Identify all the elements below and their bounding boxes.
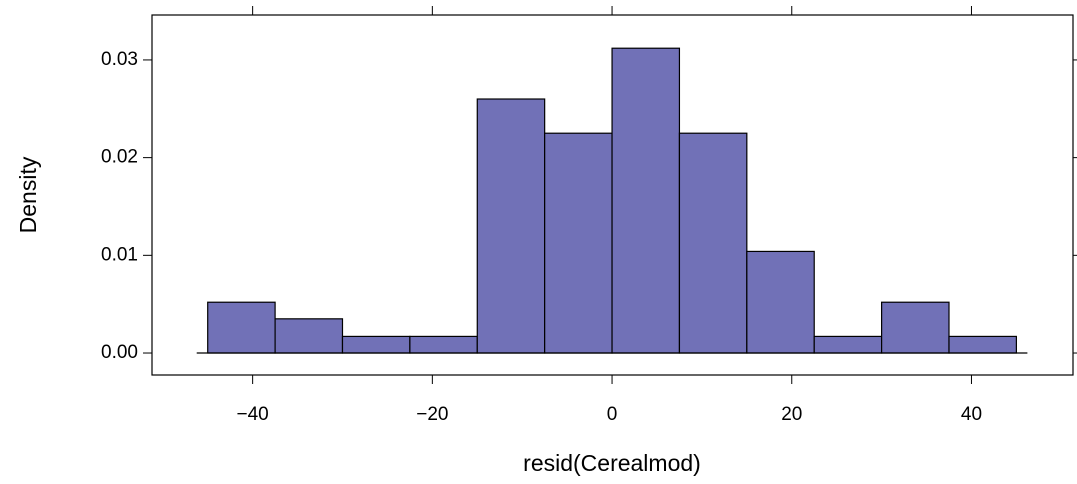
bar <box>948 335 1017 354</box>
bar <box>274 318 344 354</box>
bar <box>476 98 546 354</box>
y-tick-label: 0.01 <box>101 244 138 265</box>
bar <box>813 335 883 354</box>
bar <box>678 132 748 354</box>
bar <box>611 47 681 354</box>
bar <box>207 301 276 354</box>
x-tick-label: −40 <box>237 404 269 425</box>
bar <box>881 301 950 354</box>
x-tick-label: 20 <box>781 404 802 425</box>
bar <box>746 250 815 354</box>
y-axis-label: Density <box>15 156 41 233</box>
x-tick-label: 0 <box>607 404 618 425</box>
y-tick-label: 0.03 <box>101 49 138 70</box>
y-tick-label: 0.02 <box>101 147 138 168</box>
y-tick-label: 0.00 <box>101 342 138 363</box>
x-axis-label: resid(Cerealmod) <box>523 450 701 476</box>
x-tick-label: 40 <box>961 404 982 425</box>
bar <box>409 335 478 354</box>
x-tick-label: −20 <box>416 404 448 425</box>
bar <box>341 335 411 354</box>
bar <box>544 132 613 354</box>
